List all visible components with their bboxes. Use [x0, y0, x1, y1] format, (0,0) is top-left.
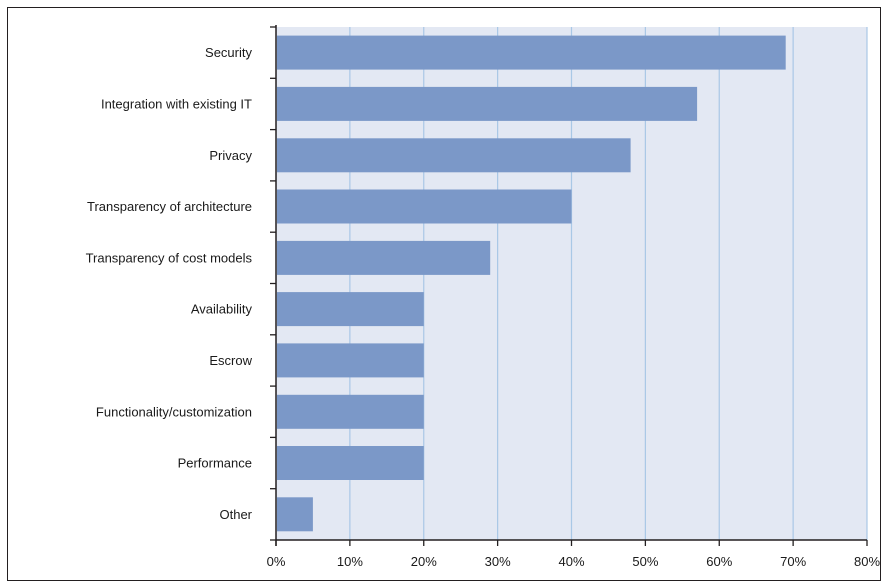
bar-functionality-customization	[277, 394, 424, 429]
x-tick-label: 70%	[780, 554, 806, 569]
category-label: Functionality/customization	[96, 404, 252, 419]
category-label: Security	[205, 45, 252, 60]
x-tick-label: 60%	[706, 554, 732, 569]
x-tick-label: 10%	[337, 554, 363, 569]
x-tick-label: 40%	[558, 554, 584, 569]
bar-privacy	[277, 138, 631, 173]
axes	[270, 25, 868, 546]
x-tick-label: 80%	[854, 554, 880, 569]
category-label: Performance	[178, 456, 252, 471]
category-label: Transparency of architecture	[87, 199, 252, 214]
category-label: Privacy	[209, 148, 252, 163]
labels: Security Integration with existing IT Priv…	[86, 45, 881, 569]
category-label: Other	[219, 507, 252, 522]
x-tick-label: 0%	[267, 554, 286, 569]
bar-escrow	[277, 343, 424, 378]
bar-transparency-of-cost-models	[277, 240, 491, 275]
category-label: Integration with existing IT	[101, 96, 252, 111]
bar-other	[277, 497, 313, 532]
category-label: Escrow	[209, 353, 252, 368]
bar-security	[277, 35, 786, 70]
x-tick-label: 20%	[411, 554, 437, 569]
bars	[277, 35, 786, 532]
bar-performance	[277, 446, 424, 480]
bar-transparency-of-architecture	[277, 189, 572, 224]
category-label: Availability	[191, 302, 253, 317]
category-label: Transparency of cost models	[86, 250, 253, 265]
bar-integration-with-existing-it	[277, 86, 698, 121]
x-tick-label: 50%	[632, 554, 658, 569]
bar-availability	[277, 292, 424, 327]
x-tick-label: 30%	[485, 554, 511, 569]
